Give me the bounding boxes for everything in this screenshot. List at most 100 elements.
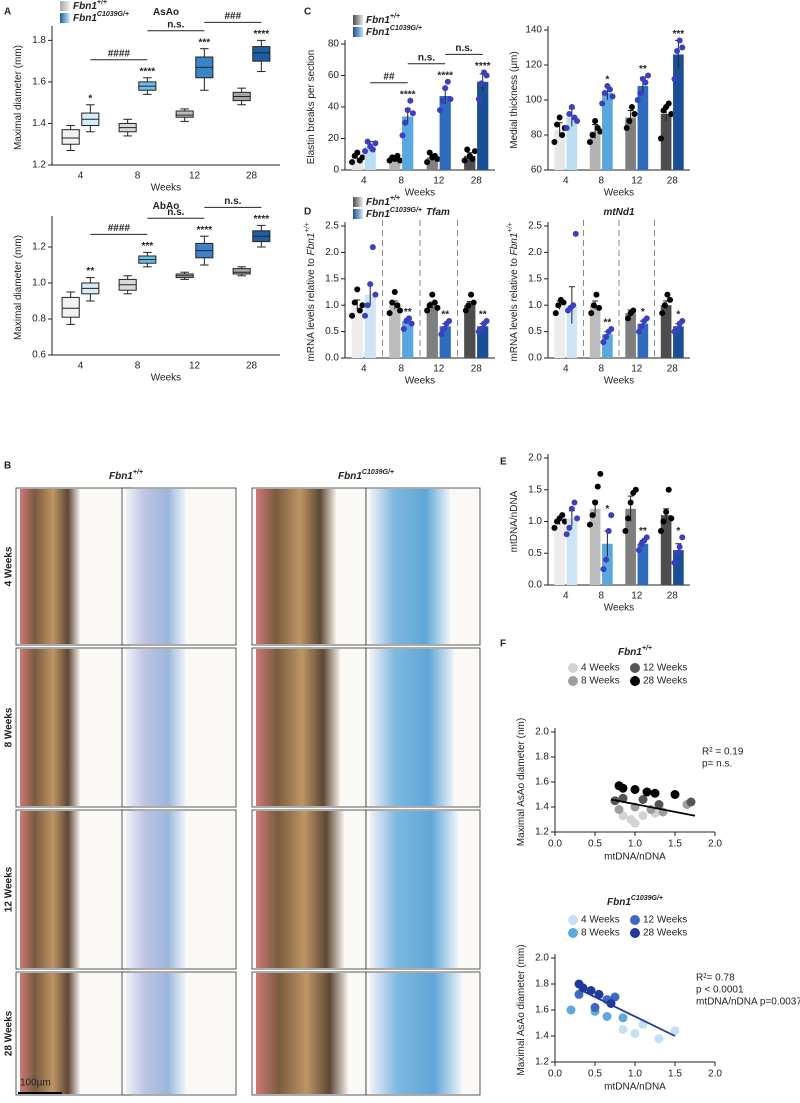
- legend-label-part: C1039G/+: [390, 25, 422, 32]
- y-axis-label: Maximal AsAo diameter (mm): [516, 944, 527, 1075]
- data-point: [444, 78, 451, 85]
- y-tick-label: 1.4: [535, 802, 549, 813]
- chart-title: AbAo: [153, 201, 180, 212]
- bar: [351, 305, 363, 358]
- data-point: [551, 139, 558, 145]
- data-point: [671, 76, 678, 82]
- scale-bar-label: 100µm: [20, 1078, 51, 1089]
- x-tick-label: 2.0: [708, 1069, 722, 1080]
- data-point: [608, 512, 615, 519]
- legend-label: 12 Weeks: [643, 663, 687, 674]
- data-point: [561, 518, 568, 525]
- panel-label: D: [304, 207, 311, 218]
- bar: [589, 131, 601, 170]
- annotation: R²= 0.78: [696, 973, 735, 984]
- data-point: [369, 244, 376, 251]
- data-point: [600, 339, 607, 346]
- data-point: [637, 90, 644, 96]
- data-point: [394, 302, 401, 309]
- scatter-point: [642, 787, 652, 797]
- x-tick-label: 8: [135, 361, 141, 372]
- data-point: [589, 132, 596, 138]
- y-tick-label: 140: [525, 25, 542, 36]
- legend-marker: [630, 676, 640, 686]
- legend-swatch: [353, 209, 363, 219]
- x-tick-label: 12: [631, 591, 643, 602]
- row-label: 12 Weeks: [4, 866, 15, 912]
- data-point: [560, 299, 567, 306]
- significance: **: [404, 307, 412, 318]
- y-tick-label: 120: [525, 60, 542, 71]
- data-point: [470, 299, 477, 306]
- data-point: [424, 307, 431, 314]
- significance: **: [639, 526, 647, 537]
- legend-label-part: C1039G/+: [390, 207, 422, 214]
- scatter-point: [686, 797, 696, 807]
- bar: [364, 146, 376, 170]
- scatter-point: [630, 1028, 640, 1038]
- legend-label-part: C1039G/+: [97, 11, 129, 18]
- data-point: [597, 128, 604, 135]
- data-point: [404, 107, 411, 114]
- data-point: [391, 289, 398, 295]
- x-tick-label: 28: [246, 361, 258, 372]
- y-tick-label: 2.0: [528, 453, 542, 464]
- bar: [589, 305, 601, 358]
- bar: [589, 508, 601, 585]
- y-axis-label-part: Maximal diameter (mm): [13, 235, 24, 340]
- x-axis-label: Weeks: [405, 376, 435, 387]
- legend-marker: [568, 663, 578, 673]
- scatter-point: [638, 811, 648, 821]
- y-tick-label: 1.2: [535, 827, 549, 838]
- data-point: [362, 148, 369, 155]
- significance: ***: [141, 241, 153, 252]
- x-axis-label: mtDNA/nDNA: [604, 852, 666, 863]
- legend-label-part: Fbn1: [73, 1, 97, 12]
- panel-label: A: [4, 7, 11, 18]
- scatter-point: [630, 818, 640, 828]
- legend-swatch: [353, 27, 363, 37]
- chart-title-part: Fbn1: [607, 897, 631, 908]
- panel-label: F: [500, 639, 506, 650]
- data-point: [364, 138, 371, 145]
- y-tick-label: 80: [531, 130, 543, 141]
- data-point: [471, 148, 478, 155]
- data-point: [400, 325, 407, 332]
- bar: [660, 305, 672, 358]
- data-point: [462, 307, 469, 314]
- y-tick-label: 0.8: [32, 314, 46, 325]
- legend-label-part: +/+: [97, 0, 107, 6]
- significance: **: [441, 310, 449, 321]
- data-point: [671, 559, 678, 566]
- data-point: [431, 299, 438, 306]
- data-point: [566, 111, 573, 117]
- data-point: [356, 307, 363, 314]
- x-tick-label: 12: [189, 171, 201, 182]
- y-tick-label: 80: [328, 39, 340, 50]
- bracket-label: ####: [108, 223, 131, 234]
- data-point: [606, 86, 613, 93]
- data-point: [661, 302, 668, 309]
- y-axis-label: mRNA levels relative to Fbn1+/+: [304, 222, 316, 361]
- bar: [602, 334, 613, 358]
- y-tick-label: 0.0: [528, 353, 542, 364]
- data-point: [643, 534, 650, 541]
- data-point: [590, 302, 597, 309]
- y-tick-label: 0.0: [528, 580, 542, 591]
- legend-label: Fbn1+/+: [73, 0, 107, 12]
- significance: ****: [475, 61, 491, 72]
- significance: ***: [198, 37, 210, 48]
- data-point: [426, 302, 433, 309]
- data-point: [627, 499, 634, 506]
- x-tick-label: 28: [471, 364, 483, 375]
- x-tick-label: 28: [667, 364, 679, 375]
- significance: *: [605, 504, 609, 515]
- x-tick-label: 4: [563, 364, 569, 375]
- data-point: [628, 104, 635, 110]
- significance: **: [86, 266, 94, 277]
- data-point: [440, 325, 447, 332]
- x-tick-label: 12: [631, 176, 643, 187]
- x-tick-label: 4: [563, 591, 569, 602]
- legend-label: Fbn1+/+: [366, 195, 400, 207]
- scatter-point: [618, 1025, 628, 1034]
